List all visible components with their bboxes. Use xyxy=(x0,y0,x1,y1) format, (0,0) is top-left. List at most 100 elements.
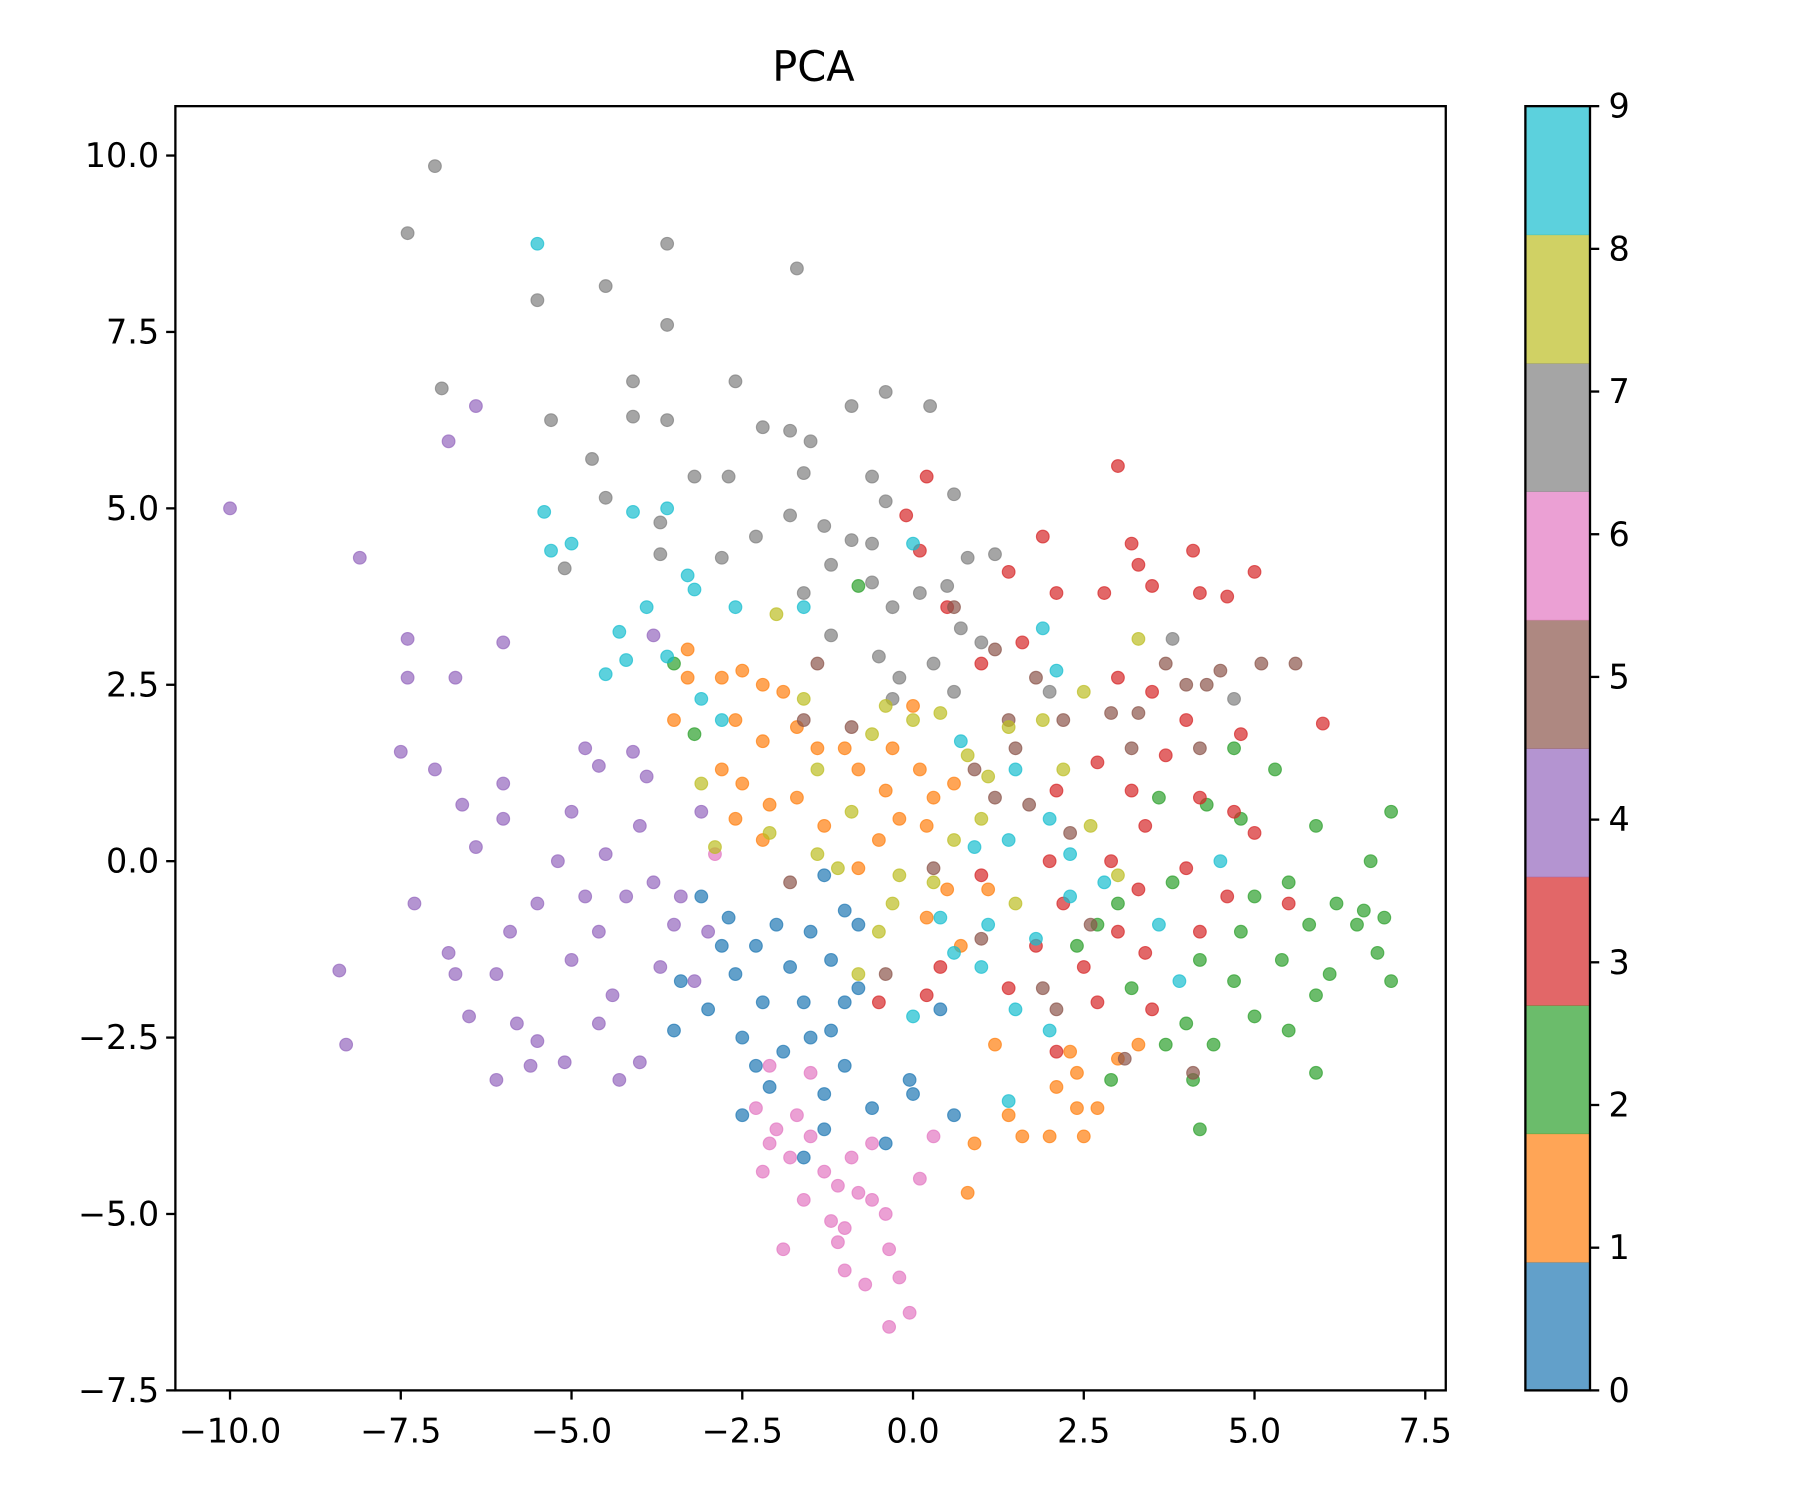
point-class-3 xyxy=(1049,586,1064,600)
point-class-3 xyxy=(871,995,886,1010)
point-class-4 xyxy=(701,924,716,939)
point-class-2 xyxy=(1377,910,1392,925)
point-class-1 xyxy=(926,790,941,805)
point-class-7 xyxy=(660,236,675,251)
point-class-4 xyxy=(673,889,688,904)
point-class-7 xyxy=(953,621,968,636)
point-class-5 xyxy=(878,967,893,981)
point-class-6 xyxy=(858,1277,873,1292)
point-class-4 xyxy=(619,889,634,904)
point-class-2 xyxy=(1227,974,1241,989)
point-class-0 xyxy=(776,1044,791,1059)
point-class-8 xyxy=(810,762,825,777)
point-class-5 xyxy=(1029,670,1043,685)
point-class-4 xyxy=(591,758,606,773)
point-class-3 xyxy=(1179,713,1194,727)
colorbar-tick-label: 1 xyxy=(1608,1228,1629,1267)
point-class-5 xyxy=(1049,1002,1064,1017)
point-class-8 xyxy=(871,924,886,939)
point-class-7 xyxy=(721,469,736,484)
point-class-4 xyxy=(646,628,661,643)
point-class-7 xyxy=(626,374,640,389)
point-class-2 xyxy=(687,727,702,742)
point-class-0 xyxy=(878,1136,893,1151)
point-class-3 xyxy=(1145,579,1160,593)
point-class-8 xyxy=(796,691,811,706)
point-class-4 xyxy=(653,960,668,974)
colorbar-tick-label: 6 xyxy=(1608,515,1629,554)
point-class-7 xyxy=(585,452,599,466)
point-class-8 xyxy=(981,769,996,784)
point-class-7 xyxy=(960,550,975,565)
point-class-7 xyxy=(824,557,838,572)
point-class-8 xyxy=(762,826,777,840)
point-class-5 xyxy=(1158,656,1173,671)
point-class-2 xyxy=(1281,1023,1296,1038)
point-class-3 xyxy=(919,469,934,484)
point-class-4 xyxy=(632,1055,647,1070)
point-class-0 xyxy=(865,1101,879,1116)
colorbar-band-7 xyxy=(1525,363,1590,493)
point-class-1 xyxy=(960,1185,975,1200)
colorbar-band-5 xyxy=(1525,619,1590,749)
point-class-2 xyxy=(1274,953,1289,967)
point-class-3 xyxy=(1179,861,1194,876)
point-class-2 xyxy=(1384,804,1399,819)
colorbar-tick-label: 5 xyxy=(1608,657,1629,696)
point-class-9 xyxy=(660,649,675,664)
point-class-0 xyxy=(837,1058,852,1073)
point-class-5 xyxy=(988,790,1002,805)
colorbar-tick-label: 3 xyxy=(1608,943,1629,982)
point-class-3 xyxy=(1111,670,1125,685)
point-class-9 xyxy=(981,917,996,932)
point-class-9 xyxy=(714,713,729,727)
point-class-3 xyxy=(1111,459,1125,473)
point-class-0 xyxy=(728,967,743,981)
point-class-0 xyxy=(933,1002,948,1017)
point-class-6 xyxy=(830,1178,845,1193)
point-class-7 xyxy=(865,575,879,590)
point-class-1 xyxy=(912,762,927,777)
point-class-4 xyxy=(407,896,422,911)
point-class-0 xyxy=(762,1080,777,1094)
point-class-8 xyxy=(1035,713,1050,727)
point-class-6 xyxy=(789,1108,804,1123)
point-class-1 xyxy=(667,713,681,727)
x-axis: −10.0 −7.5 −5.0 −2.5 0.0 2.5 5.0 7.5 xyxy=(179,1390,1452,1450)
point-class-9 xyxy=(660,501,675,516)
x-tick-label: 2.5 xyxy=(1057,1411,1110,1450)
point-class-9 xyxy=(974,960,989,974)
point-class-5 xyxy=(1104,706,1119,720)
point-class-8 xyxy=(1076,684,1091,699)
colorbar-band-9 xyxy=(1525,106,1590,236)
point-class-4 xyxy=(455,797,470,812)
point-class-5 xyxy=(1063,826,1078,840)
point-class-6 xyxy=(776,1242,791,1257)
point-class-7 xyxy=(728,374,743,389)
y-tick-label: 5.0 xyxy=(106,489,159,528)
point-class-9 xyxy=(619,653,634,667)
point-class-3 xyxy=(1001,564,1016,579)
point-class-4 xyxy=(503,924,517,939)
point-class-7 xyxy=(755,420,770,435)
point-class-5 xyxy=(1131,706,1146,720)
point-class-2 xyxy=(1356,903,1371,918)
point-class-3 xyxy=(1220,889,1235,904)
point-class-3 xyxy=(1233,727,1248,742)
point-class-2 xyxy=(1363,854,1378,869)
point-class-9 xyxy=(906,1009,920,1024)
point-class-4 xyxy=(564,804,579,819)
point-class-8 xyxy=(1131,631,1146,646)
point-class-1 xyxy=(1070,1065,1084,1080)
point-class-6 xyxy=(844,1150,859,1165)
colorbar-band-0 xyxy=(1525,1261,1590,1391)
point-class-6 xyxy=(830,1235,845,1250)
point-class-0 xyxy=(796,995,811,1010)
point-class-5 xyxy=(1254,656,1269,671)
point-class-0 xyxy=(803,924,818,939)
point-class-0 xyxy=(851,917,866,932)
x-tick-label: −7.5 xyxy=(360,1411,441,1450)
point-class-4 xyxy=(523,1058,538,1073)
point-class-2 xyxy=(1309,1065,1323,1080)
